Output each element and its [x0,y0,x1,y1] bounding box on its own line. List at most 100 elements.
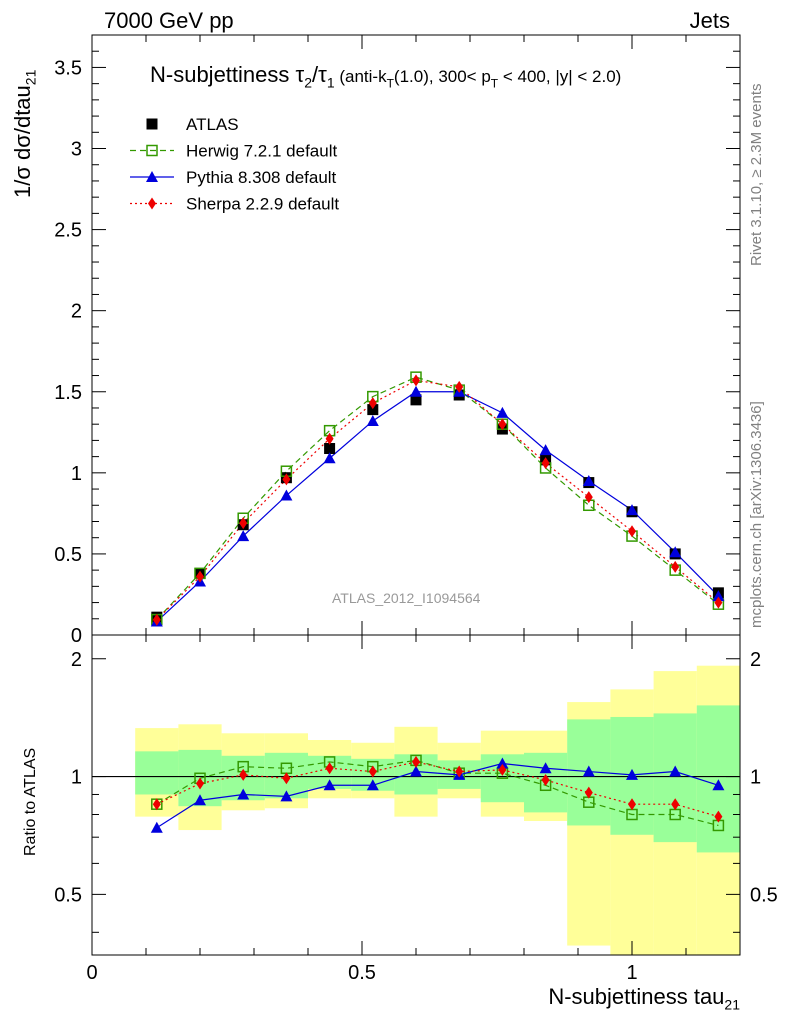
y-tick-label-ratio-right: 2 [750,649,761,671]
y-axis-label-main-text: 1/σ dσ/dtau [10,85,35,198]
legend-marker [146,144,158,157]
ratio-point-sherpa [196,777,204,790]
data-point-sherpa [152,613,161,626]
ratio-point-pythia [280,790,293,802]
data-point-sherpa [196,570,204,583]
x-axis-label-text: N-subjettiness tau [548,984,725,1009]
ratio-point-sherpa [671,798,680,811]
stat-band-bin [653,713,697,843]
ratio-point-sherpa [325,762,334,775]
data-point-sherpa [714,596,723,609]
data-point-sherpa [239,517,248,530]
ratio-point-sherpa [628,798,636,811]
y-axis-label-ratio: Ratio to ATLAS [22,747,39,856]
y-tick-label-main: 1.5 [54,382,82,404]
legend: ATLAS Herwig 7.2.1 default Pythia 8.308 de… [130,115,339,214]
ratio-point-pythia [496,757,509,769]
ratio-point-sherpa [455,765,464,778]
mcplots-label: mcplots.cern.ch [arXiv:1306.3436] [748,401,765,628]
data-point-pythia [237,530,250,542]
y-axis-label-main: 1/σ dσ/dtau21 [10,70,38,198]
header-energy-label: 7000 GeV pp [104,8,234,33]
rivet-label: Rivet 3.1.10, ≥ 2.3M events [748,83,765,267]
stat-band-bin [135,751,179,795]
x-axis-label: N-subjettiness tau21 [548,984,740,1012]
data-point-pythia [410,385,422,397]
data-point-pythia [669,546,682,558]
ratio-point-pythia [712,779,725,791]
ratio-line-herwig [156,759,719,827]
legend-label: ATLAS [186,115,239,134]
data-point-pythia [539,444,552,456]
y-tick-label-main: 0.5 [54,544,82,566]
legend-marker [146,118,158,130]
ratio-line-pythia [156,762,719,829]
ratio-point-pythia [539,762,552,774]
ratio-point-sherpa [541,773,550,786]
y-tick-label-main: 1 [71,463,82,485]
title-cut-1: (anti-k [334,67,387,86]
y-axis-label-main-sub: 21 [22,69,39,86]
x-tick-label: 1 [626,962,637,984]
ratio-point-sherpa [282,772,291,785]
title-slash: /τ [312,62,327,87]
data-point-atlas [367,404,379,416]
series-line-pythia [156,391,719,622]
title-sub-tau1: 1 [326,74,335,91]
header-process-label: Jets [689,8,730,33]
data-point-pythia [712,590,725,602]
ratio-line-sherpa [156,761,719,818]
legend-marker [146,171,158,182]
data-point-sherpa [282,473,291,486]
data-point-pythia [366,414,379,426]
data-point-sherpa [368,397,377,410]
title-cut-2: (1.0), 300< p [393,67,491,86]
ratio-point-sherpa [368,765,377,778]
legend-label: Sherpa 2.2.9 default [186,195,339,214]
data-point-sherpa [325,432,334,445]
y-tick-label-ratio: 0.5 [54,884,82,906]
title-sub-tau2: 2 [304,74,312,91]
ratio-point-sherpa [714,810,723,823]
stat-band-bin [696,705,740,853]
series-line-herwig [156,376,719,621]
legend-label: Herwig 7.2.1 default [186,142,337,161]
data-point-sherpa [584,491,593,504]
ratio-point-pythia [237,788,250,800]
y-tick-label-ratio-right: 1 [750,767,761,789]
ratio-point-pythia [366,779,379,791]
data-point-pythia [496,406,509,418]
ratio-point-pythia [669,765,682,777]
y-tick-label-ratio: 2 [71,649,82,671]
data-point-pythia [626,504,638,516]
ratio-point-pythia [626,768,638,780]
ratio-point-sherpa [239,768,248,781]
plot-title: N-subjettiness τ2/τ1 (anti-kT(1.0), 300<… [150,62,621,90]
data-point-pythia [280,489,293,501]
y-tick-label-main: 2 [71,301,82,323]
data-point-sherpa [541,457,550,470]
ratio-point-pythia [582,765,595,777]
ratio-point-sherpa [584,786,593,799]
data-point-sherpa [498,418,507,431]
title-main: N-subjettiness τ [150,62,305,87]
data-point-atlas [410,394,422,406]
x-axis-label-sub: 21 [724,996,740,1013]
ratio-point-pythia [150,821,163,833]
data-point-sherpa [455,380,464,393]
y-tick-label-main: 3.5 [54,57,82,79]
y-tick-label-ratio-right: 0.5 [750,884,778,906]
data-point-sherpa [628,525,636,538]
ratio-point-sherpa [498,763,507,776]
ratio-point-pythia [410,765,422,777]
axis-ticks [91,34,741,955]
legend-label: Pythia 8.308 default [186,168,337,187]
title-cut-sub-1: T [386,76,394,91]
y-tick-label-main: 3 [71,139,82,161]
data-point-atlas [324,443,336,455]
data-point-sherpa [412,374,420,387]
ratio-point-pythia [323,779,336,791]
axis-labels: 00.511.522.533.50.5 0.51 12 20 0.5 1 [54,57,778,984]
series-layer [150,371,725,833]
